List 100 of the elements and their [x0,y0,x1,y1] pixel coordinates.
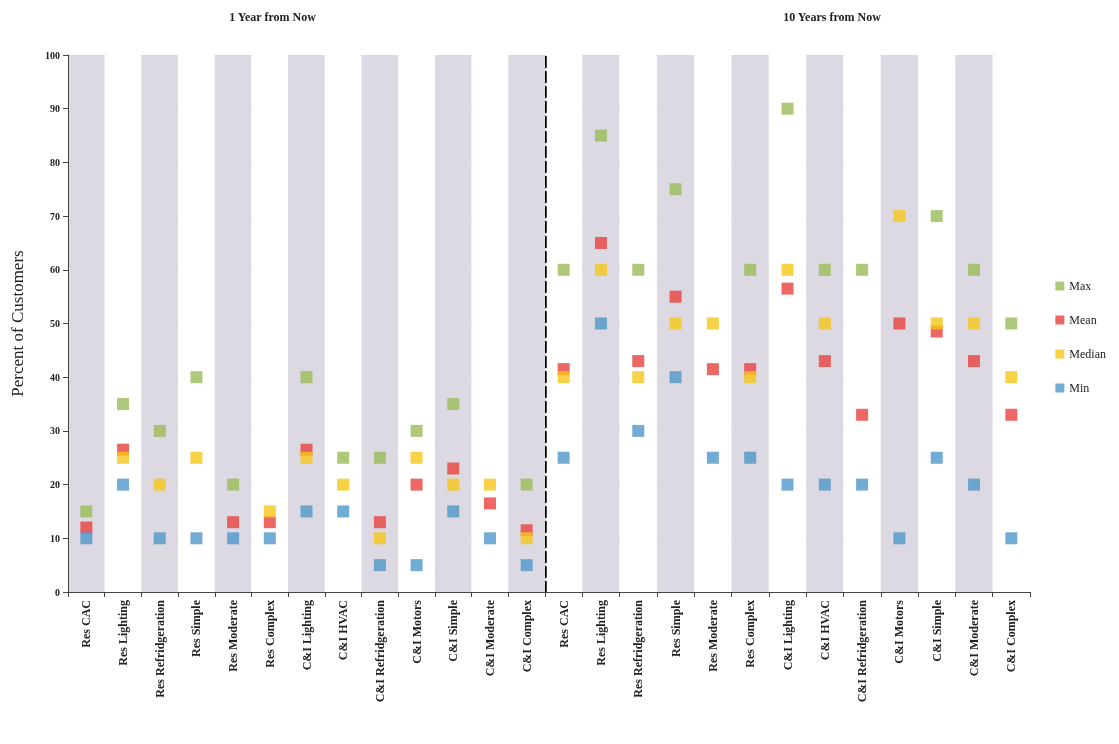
point [818,478,831,491]
x-tick-label: Res Simple [668,599,683,657]
x-tick-label: C&I Complex [1004,600,1019,673]
point [483,497,496,510]
point [781,282,794,295]
point [447,398,460,411]
x-tick-label: Res Moderate [226,599,241,672]
chart-title: 10 Years from Now [783,10,882,24]
point [117,451,130,464]
point [1005,408,1018,421]
legend-label: Median [1069,347,1106,361]
x-tick-label: Res Complex [262,600,277,668]
point [410,451,423,464]
x-tick-label: C&I Lighting [299,600,314,671]
y-tick-label: 80 [50,156,60,168]
point [483,532,496,545]
x-tick-label: Res Moderate [705,599,720,672]
point [410,559,423,572]
point [557,451,570,464]
point [410,478,423,491]
point [669,371,682,384]
point [483,478,496,491]
x-tick-label: Res CAC [79,600,94,648]
point [856,408,869,421]
x-tick-label: C&I Complex [519,600,534,673]
x-tick-label: Res Refridgeration [152,599,167,698]
point [893,532,906,545]
point [744,371,757,384]
point [447,505,460,518]
point [117,478,130,491]
point [968,263,981,276]
legend-label: Min [1069,381,1090,395]
x-tick-label: C&I Simple [929,599,944,662]
y-axis-title: Percent of Customers [8,250,27,397]
x-tick-label: Res CAC [556,600,571,648]
point [373,559,386,572]
point [190,371,203,384]
x-tick-label: C&I HVAC [817,600,832,661]
point [594,236,607,249]
legend-label: Max [1069,279,1092,293]
point [300,505,313,518]
point [632,263,645,276]
y-tick-label: 0 [55,586,60,598]
x-tick-label: C&I Moderate [967,599,982,677]
chart-title: 1 Year from Now [229,10,317,24]
y-tick-label: 40 [50,371,60,383]
point [520,478,533,491]
point [337,451,350,464]
point [632,355,645,368]
point [337,478,350,491]
point [190,451,203,464]
point [300,451,313,464]
point [117,398,130,411]
point [447,462,460,475]
point [818,263,831,276]
point [1005,532,1018,545]
point [744,451,757,464]
point [856,263,869,276]
point [410,424,423,437]
point [781,102,794,115]
y-tick-label: 20 [50,479,60,491]
x-tick-label: Res Lighting [593,600,608,666]
point [706,451,719,464]
point [557,263,570,276]
point [227,516,240,529]
point [1005,371,1018,384]
point [930,317,943,330]
point [968,478,981,491]
point [227,532,240,545]
point [744,263,757,276]
point [153,532,166,545]
point [594,317,607,330]
point [930,210,943,223]
legend-label: Mean [1069,313,1097,327]
x-tick-label: Res Simple [189,599,204,657]
point [669,290,682,303]
point [594,129,607,142]
point [893,210,906,223]
point [930,451,943,464]
x-tick-label: C&I Motors [892,599,907,664]
point [80,505,93,518]
point [300,371,313,384]
point [706,363,719,376]
point [781,263,794,276]
point [706,317,719,330]
x-tick-label: C&I Moderate [482,599,497,677]
x-tick-label: Res Lighting [116,600,131,666]
point [447,478,460,491]
point [557,371,570,384]
point [153,478,166,491]
y-tick-label: 60 [50,264,60,276]
point [263,532,276,545]
point [818,355,831,368]
x-tick-label: Res Complex [743,600,758,668]
point [594,263,607,276]
point [968,317,981,330]
point [781,478,794,491]
x-tick-label: C&I Lighting [780,600,795,671]
y-tick-label: 50 [50,318,60,329]
y-tick-label: 30 [50,425,60,437]
